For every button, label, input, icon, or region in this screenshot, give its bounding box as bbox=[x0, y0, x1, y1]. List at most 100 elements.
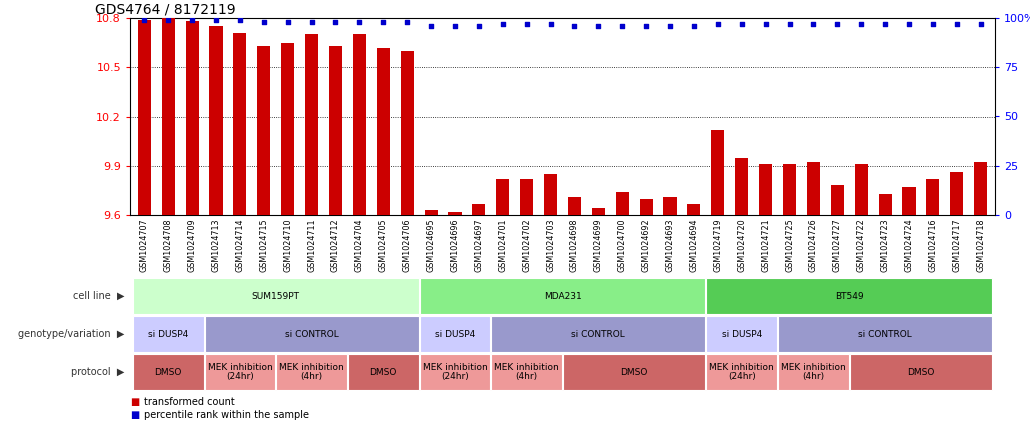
Bar bbox=[473, 203, 485, 215]
Point bbox=[399, 19, 415, 25]
Text: GSM1024723: GSM1024723 bbox=[881, 218, 890, 272]
Bar bbox=[305, 34, 318, 215]
Point bbox=[757, 21, 774, 27]
Bar bbox=[902, 187, 916, 215]
Text: GSM1024705: GSM1024705 bbox=[379, 218, 387, 272]
Point bbox=[351, 19, 368, 25]
Text: si DUSP4: si DUSP4 bbox=[148, 330, 188, 338]
Bar bbox=[663, 197, 677, 215]
Text: GSM1024695: GSM1024695 bbox=[426, 218, 436, 272]
Text: GSM1024707: GSM1024707 bbox=[140, 218, 149, 272]
Bar bbox=[855, 164, 867, 215]
Point bbox=[949, 21, 965, 27]
Text: MEK inhibition
(24hr): MEK inhibition (24hr) bbox=[422, 363, 487, 382]
Bar bbox=[735, 157, 748, 215]
Bar bbox=[424, 210, 438, 215]
Bar bbox=[281, 43, 295, 215]
Point bbox=[829, 21, 846, 27]
Bar bbox=[234, 33, 246, 215]
Text: GSM1024703: GSM1024703 bbox=[546, 218, 555, 272]
Point bbox=[208, 16, 225, 23]
Bar bbox=[377, 47, 390, 215]
Point bbox=[972, 21, 989, 27]
Bar bbox=[759, 164, 772, 215]
Text: protocol  ▶: protocol ▶ bbox=[71, 367, 125, 377]
Point bbox=[543, 21, 559, 27]
Bar bbox=[258, 46, 271, 215]
Bar bbox=[592, 209, 605, 215]
Text: transformed count: transformed count bbox=[144, 396, 235, 407]
Bar bbox=[879, 194, 892, 215]
Text: genotype/variation  ▶: genotype/variation ▶ bbox=[19, 329, 125, 339]
Bar bbox=[329, 46, 342, 215]
Point bbox=[471, 22, 487, 29]
Point bbox=[686, 22, 702, 29]
Bar bbox=[185, 21, 199, 215]
Point bbox=[279, 19, 296, 25]
Point bbox=[901, 21, 918, 27]
Bar bbox=[520, 179, 534, 215]
Bar bbox=[544, 174, 557, 215]
Text: si DUSP4: si DUSP4 bbox=[435, 330, 475, 338]
Text: DMSO: DMSO bbox=[620, 368, 648, 376]
Text: si CONTROL: si CONTROL bbox=[572, 330, 625, 338]
Text: GSM1024710: GSM1024710 bbox=[283, 218, 293, 272]
Bar bbox=[162, 18, 175, 215]
Text: GSM1024714: GSM1024714 bbox=[236, 218, 244, 272]
Point bbox=[782, 21, 798, 27]
Point bbox=[853, 21, 869, 27]
Point bbox=[136, 16, 152, 23]
Text: MEK inhibition
(24hr): MEK inhibition (24hr) bbox=[710, 363, 775, 382]
Text: GSM1024698: GSM1024698 bbox=[570, 218, 579, 272]
Bar bbox=[448, 212, 461, 215]
Text: MEK inhibition
(24hr): MEK inhibition (24hr) bbox=[207, 363, 272, 382]
Point bbox=[184, 16, 201, 23]
Text: GSM1024718: GSM1024718 bbox=[976, 218, 985, 272]
Text: si CONTROL: si CONTROL bbox=[284, 330, 339, 338]
Point bbox=[423, 22, 440, 29]
Text: GSM1024704: GSM1024704 bbox=[355, 218, 364, 272]
Point bbox=[590, 22, 607, 29]
Text: GSM1024709: GSM1024709 bbox=[187, 218, 197, 272]
Bar bbox=[616, 192, 628, 215]
Point bbox=[566, 22, 583, 29]
Point bbox=[614, 22, 630, 29]
Text: DMSO: DMSO bbox=[907, 368, 934, 376]
Text: cell line  ▶: cell line ▶ bbox=[73, 291, 125, 301]
Text: GSM1024706: GSM1024706 bbox=[403, 218, 412, 272]
Text: GSM1024717: GSM1024717 bbox=[953, 218, 961, 272]
Text: GSM1024716: GSM1024716 bbox=[928, 218, 937, 272]
Text: GSM1024722: GSM1024722 bbox=[857, 218, 865, 272]
Bar bbox=[687, 203, 700, 215]
Text: GSM1024725: GSM1024725 bbox=[785, 218, 794, 272]
Text: GSM1024702: GSM1024702 bbox=[522, 218, 531, 272]
Point bbox=[328, 19, 344, 25]
Point bbox=[494, 21, 511, 27]
Bar bbox=[209, 26, 222, 215]
Bar bbox=[974, 162, 987, 215]
Text: GSM1024701: GSM1024701 bbox=[499, 218, 507, 272]
Point bbox=[805, 21, 822, 27]
Text: GSM1024726: GSM1024726 bbox=[809, 218, 818, 272]
Text: ■: ■ bbox=[130, 396, 139, 407]
Bar bbox=[401, 51, 414, 215]
Point bbox=[733, 21, 750, 27]
Text: GSM1024696: GSM1024696 bbox=[450, 218, 459, 272]
Text: GDS4764 / 8172119: GDS4764 / 8172119 bbox=[96, 3, 236, 17]
Point bbox=[710, 21, 726, 27]
Bar bbox=[640, 198, 653, 215]
Bar bbox=[712, 129, 724, 215]
Text: MEK inhibition
(4hr): MEK inhibition (4hr) bbox=[781, 363, 846, 382]
Text: GSM1024719: GSM1024719 bbox=[714, 218, 722, 272]
Text: GSM1024692: GSM1024692 bbox=[642, 218, 651, 272]
Text: GSM1024694: GSM1024694 bbox=[689, 218, 698, 272]
Point bbox=[518, 21, 535, 27]
Text: GSM1024721: GSM1024721 bbox=[761, 218, 770, 272]
Text: GSM1024697: GSM1024697 bbox=[475, 218, 483, 272]
Bar bbox=[783, 164, 796, 215]
Point bbox=[925, 21, 941, 27]
Bar bbox=[568, 197, 581, 215]
Text: GSM1024713: GSM1024713 bbox=[211, 218, 220, 272]
Text: SUM159PT: SUM159PT bbox=[251, 291, 300, 300]
Bar bbox=[353, 34, 366, 215]
